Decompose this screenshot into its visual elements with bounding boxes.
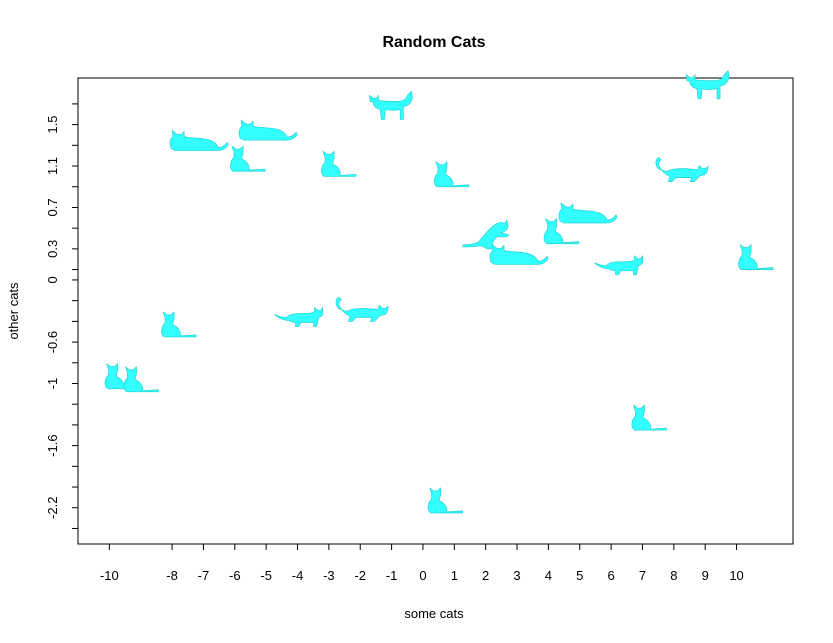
y-tick-label: 1.5 (45, 116, 60, 134)
cat-silhouette (543, 218, 580, 245)
x-tick-label: 5 (576, 568, 583, 583)
x-tick-label: 6 (607, 568, 614, 583)
x-tick-label: 9 (702, 568, 709, 583)
cat-marker (462, 219, 510, 250)
cat-marker (274, 307, 324, 327)
x-tick-label: 10 (729, 568, 743, 583)
chart-title: Random Cats (382, 34, 485, 51)
x-axis: -10 -8 -7 -6 -5 -4 -3 -2 -1 0 1 2 3 4 5 6 7 8 9 10 (100, 544, 744, 583)
y-tick-label: -1 (45, 378, 60, 390)
cat-silhouette (655, 157, 709, 182)
x-tick-label: 2 (482, 568, 489, 583)
cat-marker (655, 157, 709, 182)
cat-marker (161, 311, 197, 338)
x-tick-label: -5 (260, 568, 272, 583)
plot-frame (77, 77, 794, 545)
cat-silhouette (274, 307, 324, 327)
cat-marker (169, 130, 229, 151)
y-axis-title: other cats (6, 282, 21, 340)
x-tick-label: 3 (513, 568, 520, 583)
y-tick-label: -0.6 (45, 331, 60, 353)
cat-marker (685, 70, 730, 100)
cat-silhouette (489, 243, 549, 265)
x-tick-label: 4 (545, 568, 552, 583)
y-tick-label: 0 (45, 276, 60, 283)
x-tick-label: 0 (419, 568, 426, 583)
cat-silhouette (594, 255, 644, 276)
x-tick-label: -7 (198, 568, 210, 583)
cat-marker (238, 119, 298, 141)
cat-silhouette (427, 487, 464, 514)
y-tick-label: -1.6 (45, 434, 60, 456)
x-tick-label: 8 (670, 568, 677, 583)
cat-marker (543, 218, 580, 245)
cat-silhouette (238, 119, 298, 141)
cat-markers (104, 70, 774, 514)
cat-marker (489, 243, 549, 265)
cat-silhouette (685, 70, 730, 100)
y-tick-label: 0.7 (45, 198, 60, 216)
cat-silhouette (161, 311, 197, 338)
y-tick-label: 1.1 (45, 157, 60, 175)
cat-marker (321, 150, 357, 177)
cat-marker (335, 296, 389, 322)
cat-silhouette (335, 296, 389, 322)
x-tick-label: -1 (386, 568, 398, 583)
cat-marker (230, 145, 266, 172)
cat-silhouette (104, 363, 141, 390)
cat-silhouette (558, 202, 618, 224)
x-tick-label: -8 (166, 568, 178, 583)
cat-silhouette (321, 150, 357, 177)
cat-marker (434, 161, 470, 188)
cat-silhouette (230, 145, 266, 172)
x-tick-label: -10 (100, 568, 119, 583)
y-tick-label: -2.2 (45, 497, 60, 519)
cat-marker (558, 202, 618, 224)
y-axis: -2.2 -1.6 -1 -0.6 0 0.3 0.7 1.1 1.5 (45, 103, 78, 529)
x-tick-label: -2 (354, 568, 366, 583)
cat-marker (427, 487, 464, 514)
cat-marker (104, 363, 141, 390)
cat-marker (123, 366, 159, 393)
y-tick-label: 0.3 (45, 240, 60, 258)
cat-silhouette (462, 219, 510, 250)
x-tick-label: -3 (323, 568, 335, 583)
cat-silhouette (434, 161, 470, 188)
x-tick-label: -6 (229, 568, 241, 583)
cat-marker (594, 255, 644, 276)
cat-silhouette (631, 404, 667, 431)
cat-marker (368, 91, 413, 120)
x-axis-title: some cats (404, 606, 464, 621)
cat-silhouette (368, 91, 413, 120)
cat-marker (631, 404, 667, 431)
cat-marker (738, 244, 774, 270)
x-tick-label: 1 (451, 568, 458, 583)
x-tick-label: 7 (639, 568, 646, 583)
cat-silhouette (738, 244, 774, 270)
cat-silhouette (123, 366, 159, 393)
cat-silhouette (169, 130, 229, 151)
x-tick-label: -4 (292, 568, 304, 583)
